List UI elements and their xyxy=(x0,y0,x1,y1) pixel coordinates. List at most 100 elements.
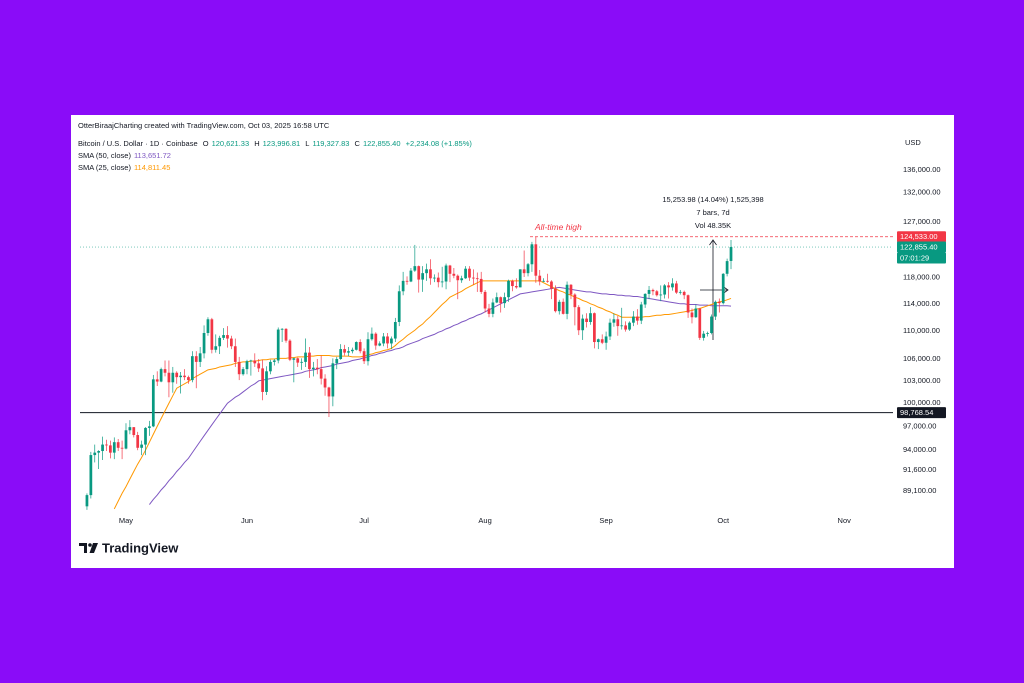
candle-body xyxy=(690,312,694,318)
y-tick-label: 103,000.00 xyxy=(903,376,941,385)
candle-body xyxy=(456,275,460,281)
y-tick-label: 97,000.00 xyxy=(903,421,936,430)
legend-name: SMA (25, close) xyxy=(78,163,131,172)
candle-body xyxy=(671,283,674,288)
candle-body xyxy=(522,269,526,274)
candle-body xyxy=(358,342,362,352)
x-tick-label: Aug xyxy=(478,516,491,525)
candle-body xyxy=(397,291,401,323)
candle-body xyxy=(116,442,120,448)
legend-value: 113,651.72 xyxy=(133,151,171,160)
candle-body xyxy=(589,313,592,323)
y-tick-label: 118,000.00 xyxy=(903,273,940,282)
candle-body xyxy=(432,277,436,279)
candle-body xyxy=(553,288,557,312)
candle-body xyxy=(530,244,534,265)
candle-body xyxy=(339,349,343,360)
candle-body xyxy=(374,333,378,346)
candle-body xyxy=(218,337,222,347)
candle-body xyxy=(167,372,171,383)
candle-body xyxy=(612,319,616,323)
candle-body xyxy=(647,289,651,294)
candle-body xyxy=(405,280,409,282)
x-tick-label: May xyxy=(119,516,133,525)
candle-body xyxy=(370,333,374,340)
legend-name: SMA (50, close) xyxy=(78,151,131,160)
candle-body xyxy=(448,265,452,274)
candle-body xyxy=(600,339,604,343)
candle-body xyxy=(382,336,385,344)
candle-body xyxy=(651,289,655,292)
candle-body xyxy=(491,302,495,314)
candle-body xyxy=(561,301,565,314)
candle-body xyxy=(210,319,214,350)
candle-body xyxy=(557,301,561,312)
candle-body xyxy=(444,265,448,282)
candle-body xyxy=(97,451,101,453)
candle-body xyxy=(226,335,229,339)
candle-body xyxy=(354,342,358,350)
candle-body xyxy=(190,356,194,381)
candle-body xyxy=(546,280,549,282)
candle-body xyxy=(632,316,635,323)
candle-body xyxy=(323,378,327,388)
candle-body xyxy=(311,367,315,370)
candle-body xyxy=(132,427,136,436)
candle-body xyxy=(261,368,264,392)
price-label: 98,768.54 xyxy=(900,408,933,417)
price-label: 122,855.40 xyxy=(900,243,938,252)
candle-body xyxy=(639,304,643,321)
candle-body xyxy=(155,379,159,382)
change: +2,234.08 (+1.85%) xyxy=(405,139,472,148)
candle-body xyxy=(304,352,307,362)
candle-body xyxy=(175,372,179,378)
measure-text: 7 bars, 7d xyxy=(696,208,729,217)
y-tick-label: 100,000.00 xyxy=(903,398,941,407)
candle-body xyxy=(366,339,370,362)
candle-body xyxy=(265,371,268,392)
candle-body xyxy=(128,427,132,431)
candle-body xyxy=(721,273,725,304)
axis-unit: USD xyxy=(905,138,921,147)
candle-body xyxy=(284,328,288,341)
candle-body xyxy=(417,266,421,280)
candle-body xyxy=(628,322,631,330)
candle-body xyxy=(725,261,729,274)
candle-body xyxy=(194,356,198,362)
x-tick-label: Jun xyxy=(241,516,253,525)
ohlc-value: 120,621.33 xyxy=(211,139,250,148)
candle-body xyxy=(140,444,143,448)
candle-body xyxy=(214,346,218,350)
ohlc-label: C xyxy=(354,139,360,148)
candle-body xyxy=(659,294,663,296)
candle-body xyxy=(425,269,428,274)
candle-body xyxy=(249,360,253,362)
candle-body xyxy=(421,273,425,280)
candle-body xyxy=(682,291,686,296)
candle-body xyxy=(151,379,155,427)
candle-body xyxy=(495,297,499,303)
x-tick-label: Oct xyxy=(717,516,730,525)
candle-body xyxy=(280,328,284,330)
candle-body xyxy=(577,307,581,331)
brand-name: TradingView xyxy=(102,540,179,555)
candle-body xyxy=(550,281,553,289)
measure-text: Vol 48.35K xyxy=(695,221,731,230)
candle-body xyxy=(409,270,413,282)
candle-body xyxy=(253,360,257,364)
candle-body xyxy=(452,273,456,276)
candle-body xyxy=(514,286,518,288)
candle-body xyxy=(378,343,382,346)
candle-body xyxy=(429,269,432,279)
candle-body xyxy=(624,325,627,330)
candle-body xyxy=(343,349,346,353)
candle-body xyxy=(620,325,624,327)
candle-body xyxy=(85,495,89,507)
candle-body xyxy=(319,369,323,379)
ohlc-value: 119,327.83 xyxy=(312,139,350,148)
x-tick-label: Sep xyxy=(599,516,612,525)
candle-body xyxy=(351,349,354,352)
